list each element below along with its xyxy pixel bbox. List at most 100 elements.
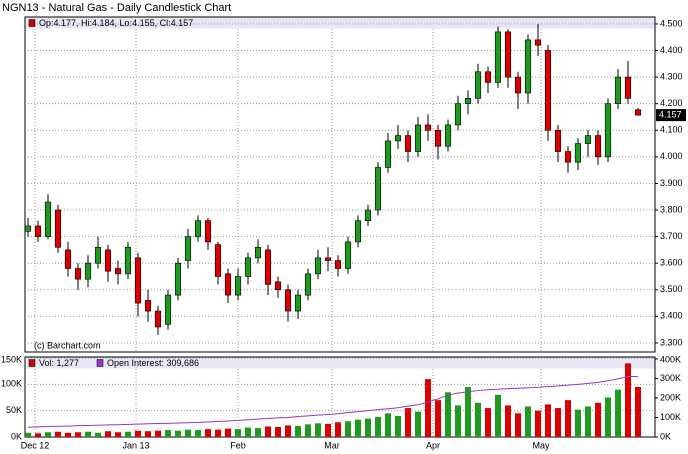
volume-bar: [625, 363, 631, 437]
volume-bar: [455, 405, 461, 437]
candle-body: [334, 260, 342, 269]
volume-bar: [275, 427, 281, 437]
candle-body: [144, 300, 152, 312]
candle-body: [474, 71, 482, 99]
y2-tick-label: 400K: [660, 354, 681, 364]
legend-swatch: [28, 19, 36, 27]
volume-bar: [355, 419, 361, 437]
legend-swatch: [96, 359, 104, 367]
candle-body: [214, 244, 222, 277]
volume-bar: [445, 392, 451, 437]
candle-body: [244, 257, 252, 277]
volume-bar: [25, 432, 31, 437]
candle-body: [614, 76, 622, 104]
candle-body: [134, 257, 142, 304]
candle-body: [344, 241, 352, 269]
candle-body: [524, 39, 532, 94]
volume-bar: [325, 423, 331, 437]
candle-body: [594, 135, 602, 158]
candle-body: [264, 249, 272, 285]
y-tick-label: 3.700: [660, 231, 683, 241]
y2-tick-label: 200K: [660, 392, 681, 402]
candle-body: [84, 262, 92, 280]
candle-body: [364, 209, 372, 221]
candle-body: [574, 143, 582, 163]
y2-tick-label: 0K: [660, 431, 671, 441]
volume-bar: [385, 413, 391, 437]
y-tick-label: 3.500: [660, 284, 683, 294]
y-tick-label: 100K: [1, 379, 22, 389]
legend-swatch: [28, 359, 36, 367]
volume-bar: [75, 432, 81, 437]
y-tick-label: 3.400: [660, 311, 683, 321]
candle-body: [224, 273, 232, 296]
volume-bar: [535, 410, 541, 437]
y2-tick-label: 300K: [660, 373, 681, 383]
volume-bar: [225, 428, 231, 437]
candle-body: [564, 151, 572, 163]
volume-bar: [565, 400, 571, 437]
volume-bar: [345, 421, 351, 437]
candle-body: [234, 276, 242, 296]
volume-bar: [495, 394, 501, 437]
price-legend-strip: [25, 17, 655, 29]
y-tick-label: 0K: [11, 431, 22, 441]
volume-bar: [35, 433, 41, 437]
volume-bar: [105, 431, 111, 437]
candle-body: [484, 71, 492, 83]
volume-bar: [425, 379, 431, 437]
volume-bar: [595, 402, 601, 437]
y-tick-label: 4.100: [660, 125, 683, 135]
volume-bar: [85, 431, 91, 437]
candle-body: [454, 103, 462, 126]
y-tick-label: 4.400: [660, 45, 683, 55]
candle-body: [304, 273, 312, 296]
candle-body: [74, 268, 82, 280]
x-tick-label: Apr: [426, 440, 440, 450]
volume-bar: [55, 431, 61, 437]
volume-bar: [365, 418, 371, 437]
candle-body: [354, 220, 362, 243]
volume-bar: [585, 406, 591, 437]
x-tick-label: Mar: [324, 440, 340, 450]
candle-body: [464, 98, 472, 104]
chart-title: NGN13 - Natural Gas - Daily Candlestick …: [2, 2, 231, 14]
candle-body: [374, 167, 382, 211]
y2-tick-label: 100K: [660, 412, 681, 422]
volume-bar: [485, 408, 491, 437]
candle-body: [54, 209, 62, 248]
volume-bar: [615, 389, 621, 437]
volume-bar: [605, 397, 611, 437]
candle-body: [184, 236, 192, 261]
volume-bar: [185, 429, 191, 437]
candle-body: [284, 289, 292, 312]
volume-bar: [45, 432, 51, 437]
labels: Dec 12 Jan 13 Feb Mar Apr May 3.300 3.400 3.500 3…: [1, 18, 686, 450]
x-tick-label: Dec 12: [21, 440, 50, 450]
candle-body: [44, 201, 52, 237]
y-tick-label: 4.500: [660, 18, 683, 28]
volume-bar: [525, 406, 531, 437]
volume-bar: [505, 405, 511, 437]
volume-bar: [235, 429, 241, 437]
copyright: (c) Barchart.com: [34, 340, 101, 350]
candle-body: [634, 109, 642, 116]
legend-text: Open Interest: 309,686: [107, 358, 199, 368]
volume-bar: [135, 430, 141, 437]
volume-bar: [205, 429, 211, 437]
volume-bar: [475, 402, 481, 437]
candle-body: [24, 225, 32, 232]
candle-body: [414, 124, 422, 152]
candle-body: [174, 262, 182, 296]
volume-bar: [315, 423, 321, 437]
y-tick-label: 150K: [1, 354, 22, 364]
candle-body: [554, 129, 562, 152]
candle-body: [434, 129, 442, 147]
candle-body: [204, 220, 212, 243]
candle-body: [584, 135, 592, 144]
y-tick-label: 3.800: [660, 204, 683, 214]
candle-body: [164, 294, 172, 325]
candle-body: [404, 135, 412, 152]
candle-body: [64, 249, 72, 269]
